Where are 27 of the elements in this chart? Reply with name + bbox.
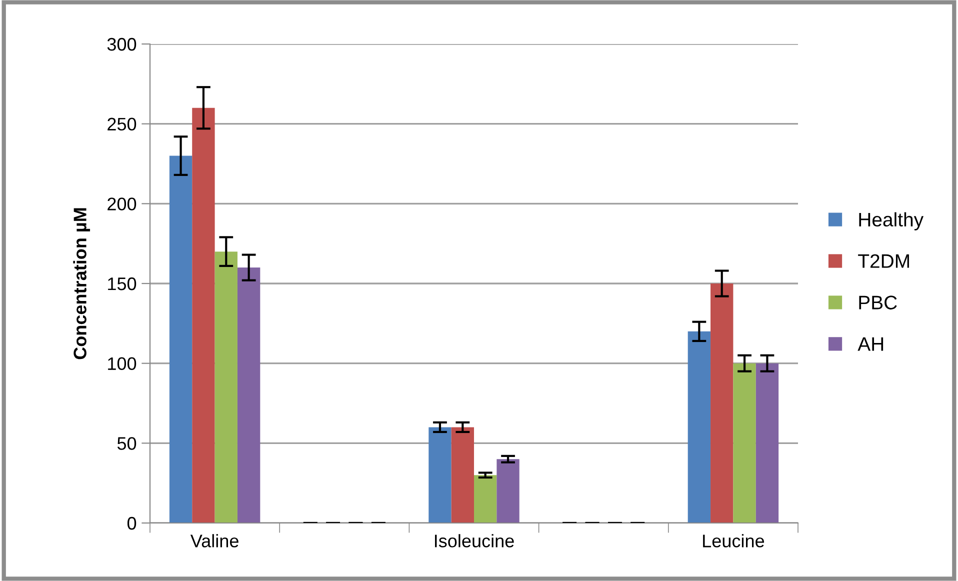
bar bbox=[451, 427, 474, 523]
legend-label: AH bbox=[858, 337, 884, 351]
bar bbox=[496, 459, 520, 523]
y-tick-label: 200 bbox=[108, 198, 136, 210]
bar bbox=[237, 268, 260, 523]
legend-label: Healthy bbox=[859, 212, 924, 230]
bar bbox=[169, 156, 192, 523]
y-tick-label: 300 bbox=[107, 38, 136, 51]
bar bbox=[428, 427, 452, 523]
bar bbox=[688, 331, 711, 523]
bar bbox=[756, 363, 779, 523]
legend-label: PBC bbox=[859, 296, 897, 310]
x-tick-label: Isoleucine bbox=[435, 534, 514, 548]
x-tick-label: Leucine bbox=[703, 534, 764, 548]
y-tick-label: 250 bbox=[108, 118, 136, 131]
bar bbox=[192, 108, 215, 523]
x-tick-label: Valine bbox=[190, 534, 238, 548]
y-tick-label: 100 bbox=[108, 357, 136, 370]
bar bbox=[733, 363, 756, 523]
y-axis-title: Concentration µM bbox=[73, 208, 90, 360]
bar bbox=[710, 284, 734, 523]
y-tick-label: 150 bbox=[108, 277, 136, 290]
bar bbox=[214, 252, 238, 523]
legend-label: T2DM bbox=[858, 254, 909, 268]
y-tick-label: 0 bbox=[127, 516, 136, 530]
bar bbox=[474, 475, 497, 523]
y-tick-label: 50 bbox=[117, 437, 136, 450]
